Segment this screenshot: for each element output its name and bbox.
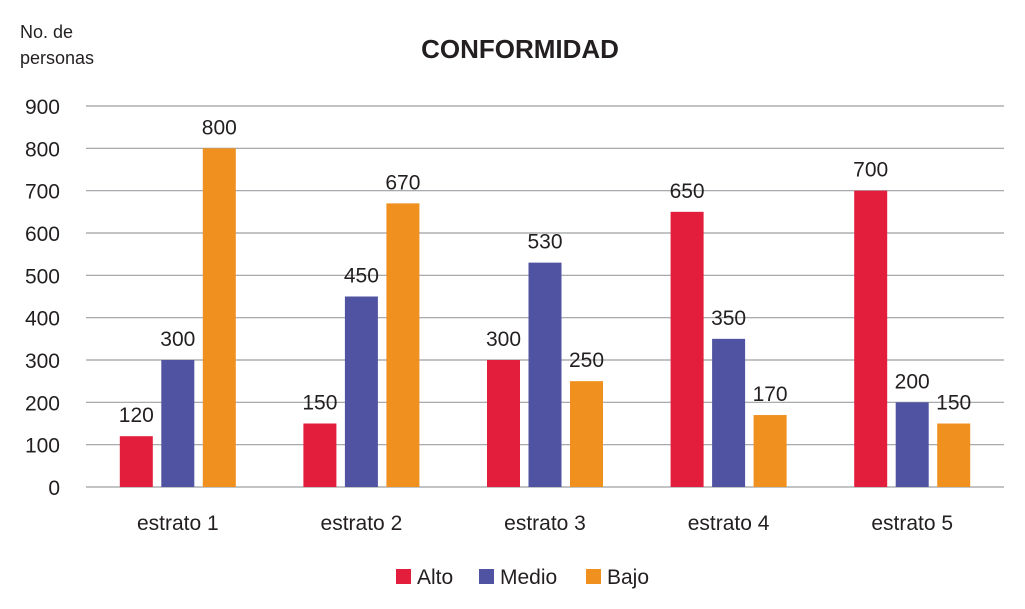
y-axis-label-line2: personas [20, 48, 94, 68]
bar-alto [487, 360, 520, 487]
y-tick-label: 0 [48, 477, 60, 500]
legend-label: Bajo [607, 566, 649, 589]
bar-bajo [937, 423, 971, 487]
bar-alto [670, 211, 704, 488]
bar-alto [119, 436, 153, 487]
bar-bajo [570, 381, 603, 487]
legend-swatch [396, 569, 411, 584]
y-axis-label-line1: No. de [20, 22, 73, 42]
y-tick-label: 600 [25, 223, 60, 246]
legend-swatch [479, 569, 494, 584]
data-label: 450 [344, 265, 379, 288]
bar-alto [854, 190, 888, 487]
data-label: 120 [119, 404, 154, 427]
y-tick-label: 700 [25, 181, 60, 204]
y-tick-label: 200 [25, 392, 60, 415]
legend-label: Medio [500, 566, 557, 589]
y-tick-label: 100 [25, 435, 60, 458]
data-label: 300 [486, 328, 521, 351]
data-label: 530 [527, 231, 562, 254]
data-label: 250 [569, 349, 604, 372]
bar-medio [528, 262, 562, 487]
legend-item-bajo: Bajo [586, 566, 649, 589]
legend-item-alto: Alto [396, 566, 453, 589]
y-tick-label: 400 [25, 308, 60, 331]
data-label: 200 [895, 370, 930, 393]
y-tick-label: 900 [25, 96, 60, 119]
bar-medio [895, 402, 929, 487]
data-label: 670 [385, 171, 420, 194]
data-label: 700 [853, 159, 888, 182]
legend-label: Alto [417, 566, 453, 589]
x-tick-label: estrato 5 [871, 512, 953, 535]
y-tick-label: 500 [25, 265, 60, 288]
data-label: 300 [160, 328, 195, 351]
bar-alto [303, 423, 337, 487]
bar-medio [712, 338, 746, 487]
bar-medio [344, 296, 378, 487]
bar-bajo [753, 415, 787, 487]
data-label: 170 [753, 383, 788, 406]
bar-bajo [202, 148, 236, 488]
y-tick-label: 800 [25, 138, 60, 161]
y-tick-label: 300 [25, 350, 60, 373]
x-tick-label: estrato 4 [688, 512, 770, 535]
y-axis-ticks: 0 100 200 300 400 500 600 700 800 900 [25, 96, 60, 500]
legend-item-medio: Medio [479, 566, 557, 589]
bar-bajo [386, 203, 420, 487]
x-tick-label: estrato 2 [321, 512, 403, 535]
bar-medio [161, 360, 195, 487]
chart-title: CONFORMIDAD [421, 34, 619, 64]
data-label: 350 [711, 307, 746, 330]
data-label: 150 [936, 392, 971, 415]
data-label: 650 [670, 180, 705, 203]
x-tick-label: estrato 3 [504, 512, 586, 535]
x-tick-label: estrato 1 [137, 512, 219, 535]
data-label: 800 [202, 116, 237, 139]
legend-swatch [586, 569, 601, 584]
legend: Alto Medio Bajo [396, 566, 649, 589]
data-labels: 120 300 800 150 450 670 300 530 250 650 350 170 700 2… [119, 116, 971, 427]
data-label: 150 [302, 392, 337, 415]
x-axis-ticks: estrato 1 estrato 2 estrato 3 estrato 4 estr… [137, 512, 953, 535]
bars [119, 148, 971, 488]
